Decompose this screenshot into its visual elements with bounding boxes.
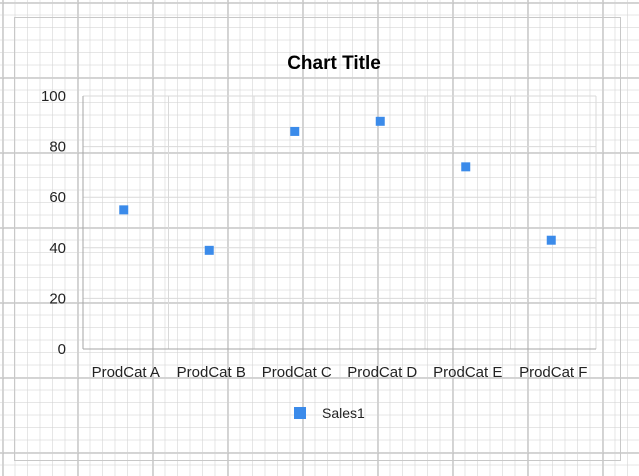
x-tick-label: ProdCat D	[347, 364, 417, 381]
x-axis-tick-labels: ProdCat A ProdCat B ProdCat C ProdCat D Prod…	[92, 364, 588, 381]
legend-marker-icon	[294, 407, 306, 419]
axis-layer	[82, 96, 596, 350]
y-tick-label: 60	[49, 189, 66, 206]
x-tick-label: ProdCat E	[433, 364, 502, 381]
y-tick-label: 100	[41, 88, 66, 105]
y-tick-label: 40	[49, 240, 66, 257]
y-tick-label: 80	[49, 139, 66, 156]
data-point-prodcat-d[interactable]	[375, 116, 385, 126]
y-tick-label: 20	[49, 290, 66, 307]
legend[interactable]: Sales1	[294, 405, 365, 421]
data-point-prodcat-a[interactable]	[119, 205, 129, 215]
x-tick-label: ProdCat C	[262, 364, 332, 381]
y-axis-tick-labels: 0 20 40 60 80 100	[41, 88, 66, 358]
x-tick-label: ProdCat B	[177, 364, 246, 381]
legend-label: Sales1	[322, 405, 365, 421]
grid-layer	[83, 95, 597, 349]
y-tick-label: 0	[58, 341, 66, 358]
chart-title: Chart Title	[287, 53, 381, 74]
x-tick-label: ProdCat F	[519, 364, 587, 381]
data-markers	[119, 116, 556, 255]
data-point-prodcat-b[interactable]	[204, 245, 214, 255]
x-tick-label: ProdCat A	[92, 364, 160, 381]
chart-frame[interactable]	[14, 17, 621, 461]
data-point-prodcat-c[interactable]	[290, 126, 300, 136]
data-point-prodcat-e[interactable]	[461, 162, 471, 172]
data-point-prodcat-f[interactable]	[546, 235, 556, 245]
